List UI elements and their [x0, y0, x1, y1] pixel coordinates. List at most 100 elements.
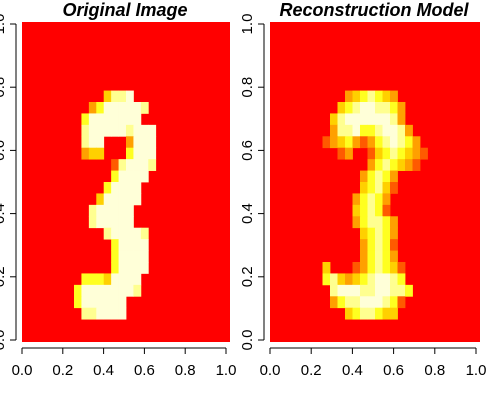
heatmap-cell	[345, 102, 353, 114]
heatmap-cell	[111, 273, 119, 286]
heatmap-cell	[133, 182, 142, 194]
heatmap-cell	[390, 170, 398, 183]
heatmap-cell	[111, 204, 119, 217]
heatmap-cell	[126, 182, 134, 194]
heatmap-cell	[88, 102, 97, 114]
x-tick-label: 0.0	[12, 362, 33, 379]
heatmap-cell	[382, 239, 391, 251]
y-tick-label: 0.2	[239, 266, 256, 287]
heatmap-cell	[81, 147, 90, 160]
heatmap-cell	[140, 227, 149, 240]
heatmap-cell	[337, 273, 346, 286]
heatmap-cell	[375, 170, 383, 183]
heatmap-cell	[126, 136, 134, 149]
heatmap-cell	[405, 136, 413, 149]
heatmap-cell	[88, 136, 97, 149]
heatmap-cell	[133, 273, 142, 286]
heatmap-cell	[397, 147, 406, 160]
y-tick-label: 0.8	[0, 77, 8, 98]
heatmap-cell	[133, 250, 142, 263]
heatmap-cell	[337, 102, 346, 114]
heatmap-cell	[148, 124, 157, 137]
heatmap-cell	[118, 296, 127, 309]
heatmap-cell	[367, 170, 376, 183]
heatmap-cell	[133, 147, 142, 160]
heatmap-cell	[140, 170, 149, 183]
heatmap-cell	[367, 136, 376, 149]
heatmap-cell	[81, 284, 90, 297]
heatmap-cell	[88, 296, 97, 309]
heatmap-cell	[360, 307, 368, 320]
heatmap-cell	[111, 250, 119, 263]
heatmap-cell	[140, 250, 149, 263]
heatmap-cell	[118, 182, 127, 194]
heatmap-cell	[140, 147, 149, 160]
heatmap-cell	[96, 136, 105, 149]
y-tick-label: 0.0	[0, 330, 8, 351]
x-tick-label: 0.6	[134, 362, 155, 379]
x-tick-label: 0.8	[175, 362, 196, 379]
heatmap-cell	[96, 284, 105, 297]
heatmap-cell	[345, 296, 353, 309]
heatmap-cell	[118, 216, 127, 229]
y-tick-label: 0.6	[239, 140, 256, 161]
x-tick-label: 0.4	[93, 362, 114, 379]
heatmap-cell	[412, 147, 421, 160]
heatmap-cell	[375, 113, 383, 126]
heatmap-cell	[322, 262, 331, 274]
heatmap-cell	[352, 204, 361, 217]
heatmap-cell	[111, 307, 119, 320]
heatmap-cell	[103, 113, 112, 126]
heatmap-cell	[337, 296, 346, 309]
x-tick-label: 0.0	[260, 362, 281, 379]
heatmap-cell	[397, 124, 406, 137]
heatmap-cell	[360, 227, 368, 240]
heatmap-cell	[345, 90, 353, 103]
heatmap-cell	[126, 216, 134, 229]
y-tick-label: 0.0	[239, 330, 256, 351]
heatmap-cell	[375, 296, 383, 309]
heatmap-cell	[140, 239, 149, 251]
heatmap-cell	[96, 147, 105, 160]
heatmap-cell	[382, 124, 391, 137]
panel-title: Reconstruction Model	[279, 0, 469, 20]
heatmap-cell	[126, 124, 134, 137]
x-tick-label: 0.4	[342, 362, 363, 379]
heatmap-cell	[375, 284, 383, 297]
heatmap-cell	[96, 296, 105, 309]
y-tick-label: 0.6	[0, 140, 8, 161]
heatmap-cell	[126, 113, 134, 126]
heatmap-cell	[367, 262, 376, 274]
y-tick-label: 0.2	[0, 266, 8, 287]
heatmap-cell	[140, 159, 149, 171]
y-axis: 0.0 0.2 0.4 0.6 0.8 1.0	[239, 14, 265, 351]
heatmap-cell	[375, 262, 383, 274]
heatmap-cell	[397, 102, 406, 114]
heatmap-cell	[382, 102, 391, 114]
heatmap-cell	[352, 124, 361, 137]
heatmap-cell	[118, 284, 127, 297]
heatmap-cell	[103, 296, 112, 309]
heatmap-cell	[126, 239, 134, 251]
heatmap-cell	[367, 90, 376, 103]
heatmap-cell	[382, 273, 391, 286]
heatmap-cell	[111, 124, 119, 137]
heatmap-cell	[103, 124, 112, 137]
heatmap-cell	[103, 182, 112, 194]
heatmap-cell	[375, 227, 383, 240]
heatmap-cell	[367, 193, 376, 206]
heatmap-cell	[118, 204, 127, 217]
heatmap-cell	[360, 102, 368, 114]
heatmap-cell	[345, 284, 353, 297]
heatmap-cell	[360, 284, 368, 297]
heatmap-cell	[382, 250, 391, 263]
heatmap-cell	[103, 284, 112, 297]
heatmap-cell	[111, 296, 119, 309]
heatmap-cell	[88, 284, 97, 297]
heatmap-cell	[360, 124, 368, 137]
heatmap-cell	[367, 239, 376, 251]
heatmap-cell	[118, 124, 127, 137]
heatmap-cell	[375, 124, 383, 137]
heatmap-cell	[397, 113, 406, 126]
heatmap-cell	[420, 147, 428, 160]
